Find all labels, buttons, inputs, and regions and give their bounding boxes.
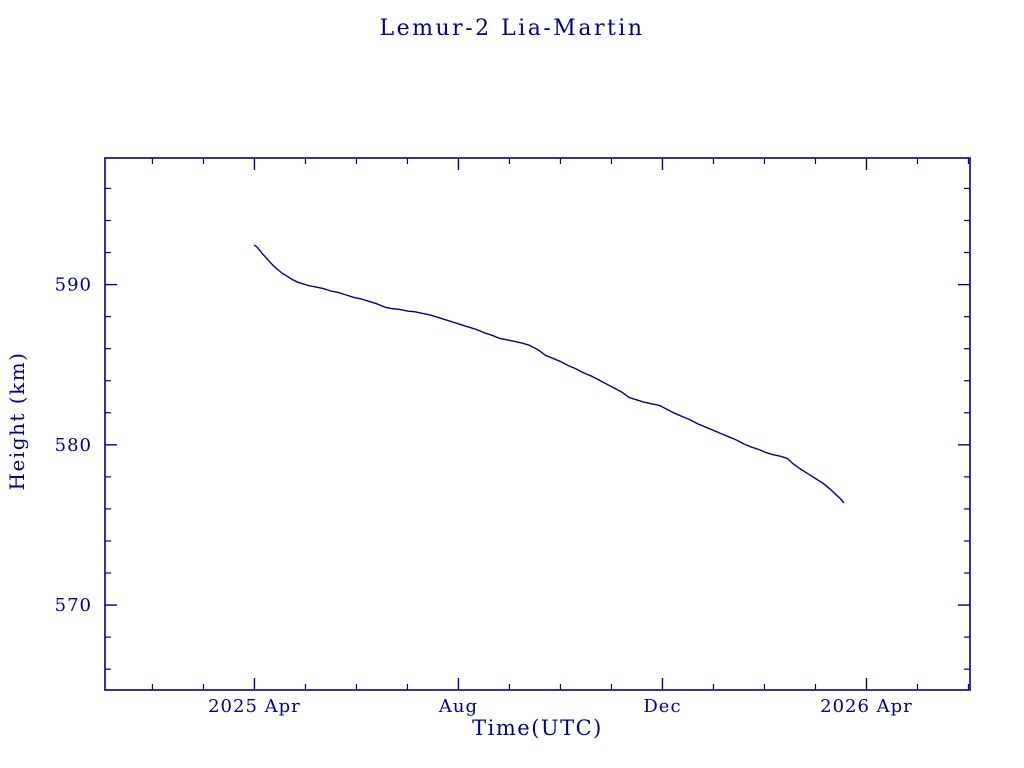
y-tick-label: 590 [55, 275, 92, 296]
x-tick-label: Aug [438, 696, 478, 717]
data-line-orbital-height-km [253, 244, 845, 504]
axes-frame [104, 157, 971, 691]
x-tick-label: Dec [643, 696, 681, 717]
y-tick-label: 580 [55, 435, 92, 456]
chart-title: Lemur-2 Lia-Martin [379, 16, 645, 41]
x-axis-label: Time(UTC) [472, 716, 603, 740]
x-tick-label: 2025 Apr [208, 696, 301, 717]
x-tick-label: 2026 Apr [820, 696, 913, 717]
y-tick-label: 570 [55, 595, 92, 616]
